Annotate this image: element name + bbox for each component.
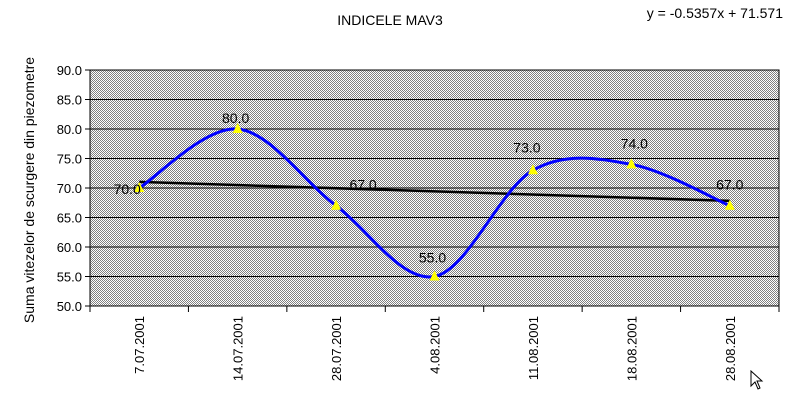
data-label: 74.0 [621, 135, 648, 151]
x-tick-label: 18.08.2001 [624, 316, 639, 381]
y-tick-label: 65.0 [57, 211, 82, 226]
data-label: 67.0 [716, 177, 743, 193]
y-tick-label: 55.0 [57, 270, 82, 285]
trendline [139, 180, 730, 203]
x-tick-label: 11.08.2001 [526, 316, 541, 380]
x-tick-label: 14.07.2001 [231, 316, 246, 381]
y-tick-label: 80.0 [57, 122, 82, 137]
data-label: 73.0 [513, 139, 540, 155]
y-tick-label: 85.0 [57, 93, 82, 108]
data-point-marker [232, 123, 243, 133]
x-tick-label: 28.07.2001 [329, 316, 344, 381]
plot-area: 50.0 55.0 60.0 65.0 70.0 75.0 80.0 85.0 90.0 7.07… [57, 63, 780, 381]
x-tick-label: 7.07.2001 [132, 316, 147, 374]
x-tick-label: 4.08.2001 [428, 316, 443, 374]
data-label: 67.0 [349, 177, 376, 193]
data-label: 55.0 [419, 250, 446, 266]
y-axis-label: Suma vitezelor de scurgere din piezometr… [21, 57, 37, 323]
data-label: 70.0 [114, 181, 141, 197]
y-tick-label: 60.0 [57, 240, 82, 255]
trendline-equation: y = -0.5357x + 71.571 [647, 5, 783, 21]
data-label: 80.0 [222, 110, 249, 126]
x-tick-label: 28.08.2001 [723, 316, 738, 381]
y-tick-label: 50.0 [57, 299, 82, 314]
mouse-cursor-icon [750, 370, 764, 390]
y-tick-label: 75.0 [57, 152, 82, 167]
data-point-marker [331, 199, 342, 210]
data-point-marker [724, 199, 735, 210]
y-tick-label: 90.0 [57, 63, 82, 78]
y-tick-label: 70.0 [57, 181, 82, 196]
data-point-marker [527, 164, 538, 175]
data-point-marker [134, 182, 145, 192]
data-point-marker [626, 158, 637, 169]
chart-title: INDICELE MAV3 [337, 12, 443, 28]
data-point-marker [429, 270, 440, 281]
